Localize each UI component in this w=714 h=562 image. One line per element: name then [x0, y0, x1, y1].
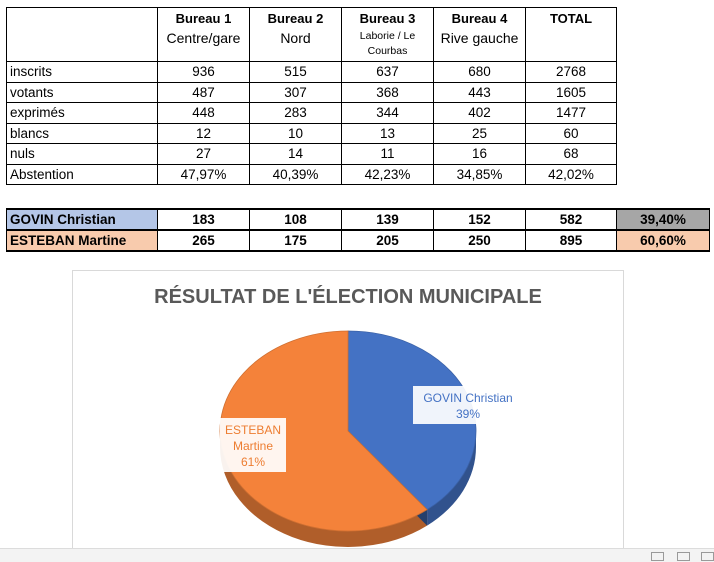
data-label: GOVIN Christian: [423, 391, 512, 405]
table-cell: 16: [433, 143, 526, 165]
header-label: Bureau 1: [175, 11, 232, 26]
table-cell: 27: [157, 143, 250, 165]
table-row: exprimés 448 283 344 402 1477: [6, 102, 617, 124]
table-cell: 443: [433, 81, 526, 103]
header-corner: [6, 7, 158, 62]
candidate-votes: 250: [433, 229, 526, 252]
table-cell: 283: [249, 102, 342, 124]
table-cell: 34,85%: [433, 163, 526, 185]
candidates-table: GOVIN Christian 183 108 139 152 582 39,40% ESTE…: [6, 208, 710, 252]
table-cell: 344: [341, 102, 434, 124]
data-label-box: [220, 418, 286, 472]
table-cell: 515: [249, 61, 342, 83]
chart-title: RÉSULTAT DE L'ÉLECTION MUNICIPALE: [154, 286, 542, 308]
candidate-votes: 205: [341, 229, 434, 252]
status-bar: [0, 548, 714, 562]
page-break-view-icon[interactable]: [701, 552, 714, 561]
header-cell: Bureau 3 Laborie / Le Courbas: [341, 7, 434, 62]
candidate-votes: 183: [157, 208, 250, 231]
header-label: Bureau 3: [359, 11, 416, 26]
header-sublabel: Laborie / Le Courbas: [359, 30, 416, 57]
slice-side: [427, 431, 476, 526]
pie-chart: GOVIN Christian 39% ESTEBAN Martine 61%: [219, 330, 523, 547]
row-label: Abstention: [6, 163, 158, 185]
header-sublabel: Centre/gare: [166, 30, 241, 46]
row-label: nuls: [6, 143, 158, 165]
candidate-votes: 265: [157, 229, 250, 252]
table-cell: 448: [157, 102, 250, 124]
table-cell: 368: [341, 81, 434, 103]
table-cell: 1477: [525, 102, 617, 124]
table-cell: 1605: [525, 81, 617, 103]
table-cell: 68: [525, 143, 617, 165]
row-label: inscrits: [6, 61, 158, 83]
table-cell: 13: [341, 122, 434, 144]
header-label: Bureau 4: [451, 11, 508, 26]
table-cell: 47,97%: [157, 163, 250, 185]
row-label: votants: [6, 81, 158, 103]
table-row: votants 487 307 368 443 1605: [6, 81, 617, 103]
candidate-row: GOVIN Christian 183 108 139 152 582 39,40%: [6, 208, 710, 231]
table-cell: 10: [249, 122, 342, 144]
candidate-votes: 175: [249, 229, 342, 252]
table-cell: 307: [249, 81, 342, 103]
table-cell: 936: [157, 61, 250, 83]
table-cell: 12: [157, 122, 250, 144]
header-label: Bureau 2: [267, 11, 324, 26]
candidate-votes: 139: [341, 208, 434, 231]
table-cell: 14: [249, 143, 342, 165]
table-cell: 60: [525, 122, 617, 144]
header-sublabel: Rive gauche: [440, 30, 519, 46]
table-cell: 680: [433, 61, 526, 83]
candidate-votes: 895: [525, 229, 617, 252]
candidate-votes: 152: [433, 208, 526, 231]
data-label-box: [413, 386, 523, 424]
table-cell: 637: [341, 61, 434, 83]
table-cell: 2768: [525, 61, 617, 83]
table-row: Abstention 47,97% 40,39% 42,23% 34,85% 42,02%: [6, 163, 617, 185]
table-cell: 11: [341, 143, 434, 165]
data-label: ESTEBAN: [225, 423, 281, 437]
slice-side: [220, 431, 428, 547]
table-cell: 40,39%: [249, 163, 342, 185]
candidate-percentage: 60,60%: [616, 229, 710, 252]
table-cell: 487: [157, 81, 250, 103]
row-label: exprimés: [6, 102, 158, 124]
table-cell: 25: [433, 122, 526, 144]
candidate-name: ESTEBAN Martine: [6, 229, 158, 252]
header-cell: Bureau 1 Centre/gare: [157, 7, 250, 62]
header-label: TOTAL: [549, 11, 593, 26]
header-cell: TOTAL: [525, 7, 617, 62]
candidate-name: GOVIN Christian: [6, 208, 158, 231]
table-cell: 42,02%: [525, 163, 617, 185]
table-cell: 402: [433, 102, 526, 124]
candidate-votes: 582: [525, 208, 617, 231]
data-label: 61%: [241, 455, 265, 469]
candidate-row: ESTEBAN Martine 265 175 205 250 895 60,60%: [6, 229, 710, 252]
header-cell: Bureau 2 Nord: [249, 7, 342, 62]
candidate-votes: 108: [249, 208, 342, 231]
data-label: 39%: [456, 407, 480, 421]
header-cell: Bureau 4 Rive gauche: [433, 7, 526, 62]
table-row: blancs 12 10 13 25 60: [6, 122, 617, 144]
header-sublabel: Nord: [280, 30, 311, 46]
row-label: blancs: [6, 122, 158, 144]
table-cell: 42,23%: [341, 163, 434, 185]
chart-area[interactable]: RÉSULTAT DE L'ÉLECTION MUNICIPALE GOVIN …: [72, 270, 624, 562]
normal-view-icon[interactable]: [651, 552, 664, 561]
results-table: Bureau 1 Centre/gare Bureau 2 Nord Bureau 3 L…: [6, 7, 617, 185]
candidate-percentage: 39,40%: [616, 208, 710, 231]
table-row: nuls 27 14 11 16 68: [6, 143, 617, 165]
table-row: inscrits 936 515 637 680 2768: [6, 61, 617, 83]
page-layout-view-icon[interactable]: [677, 552, 690, 561]
data-label: Martine: [233, 439, 273, 453]
